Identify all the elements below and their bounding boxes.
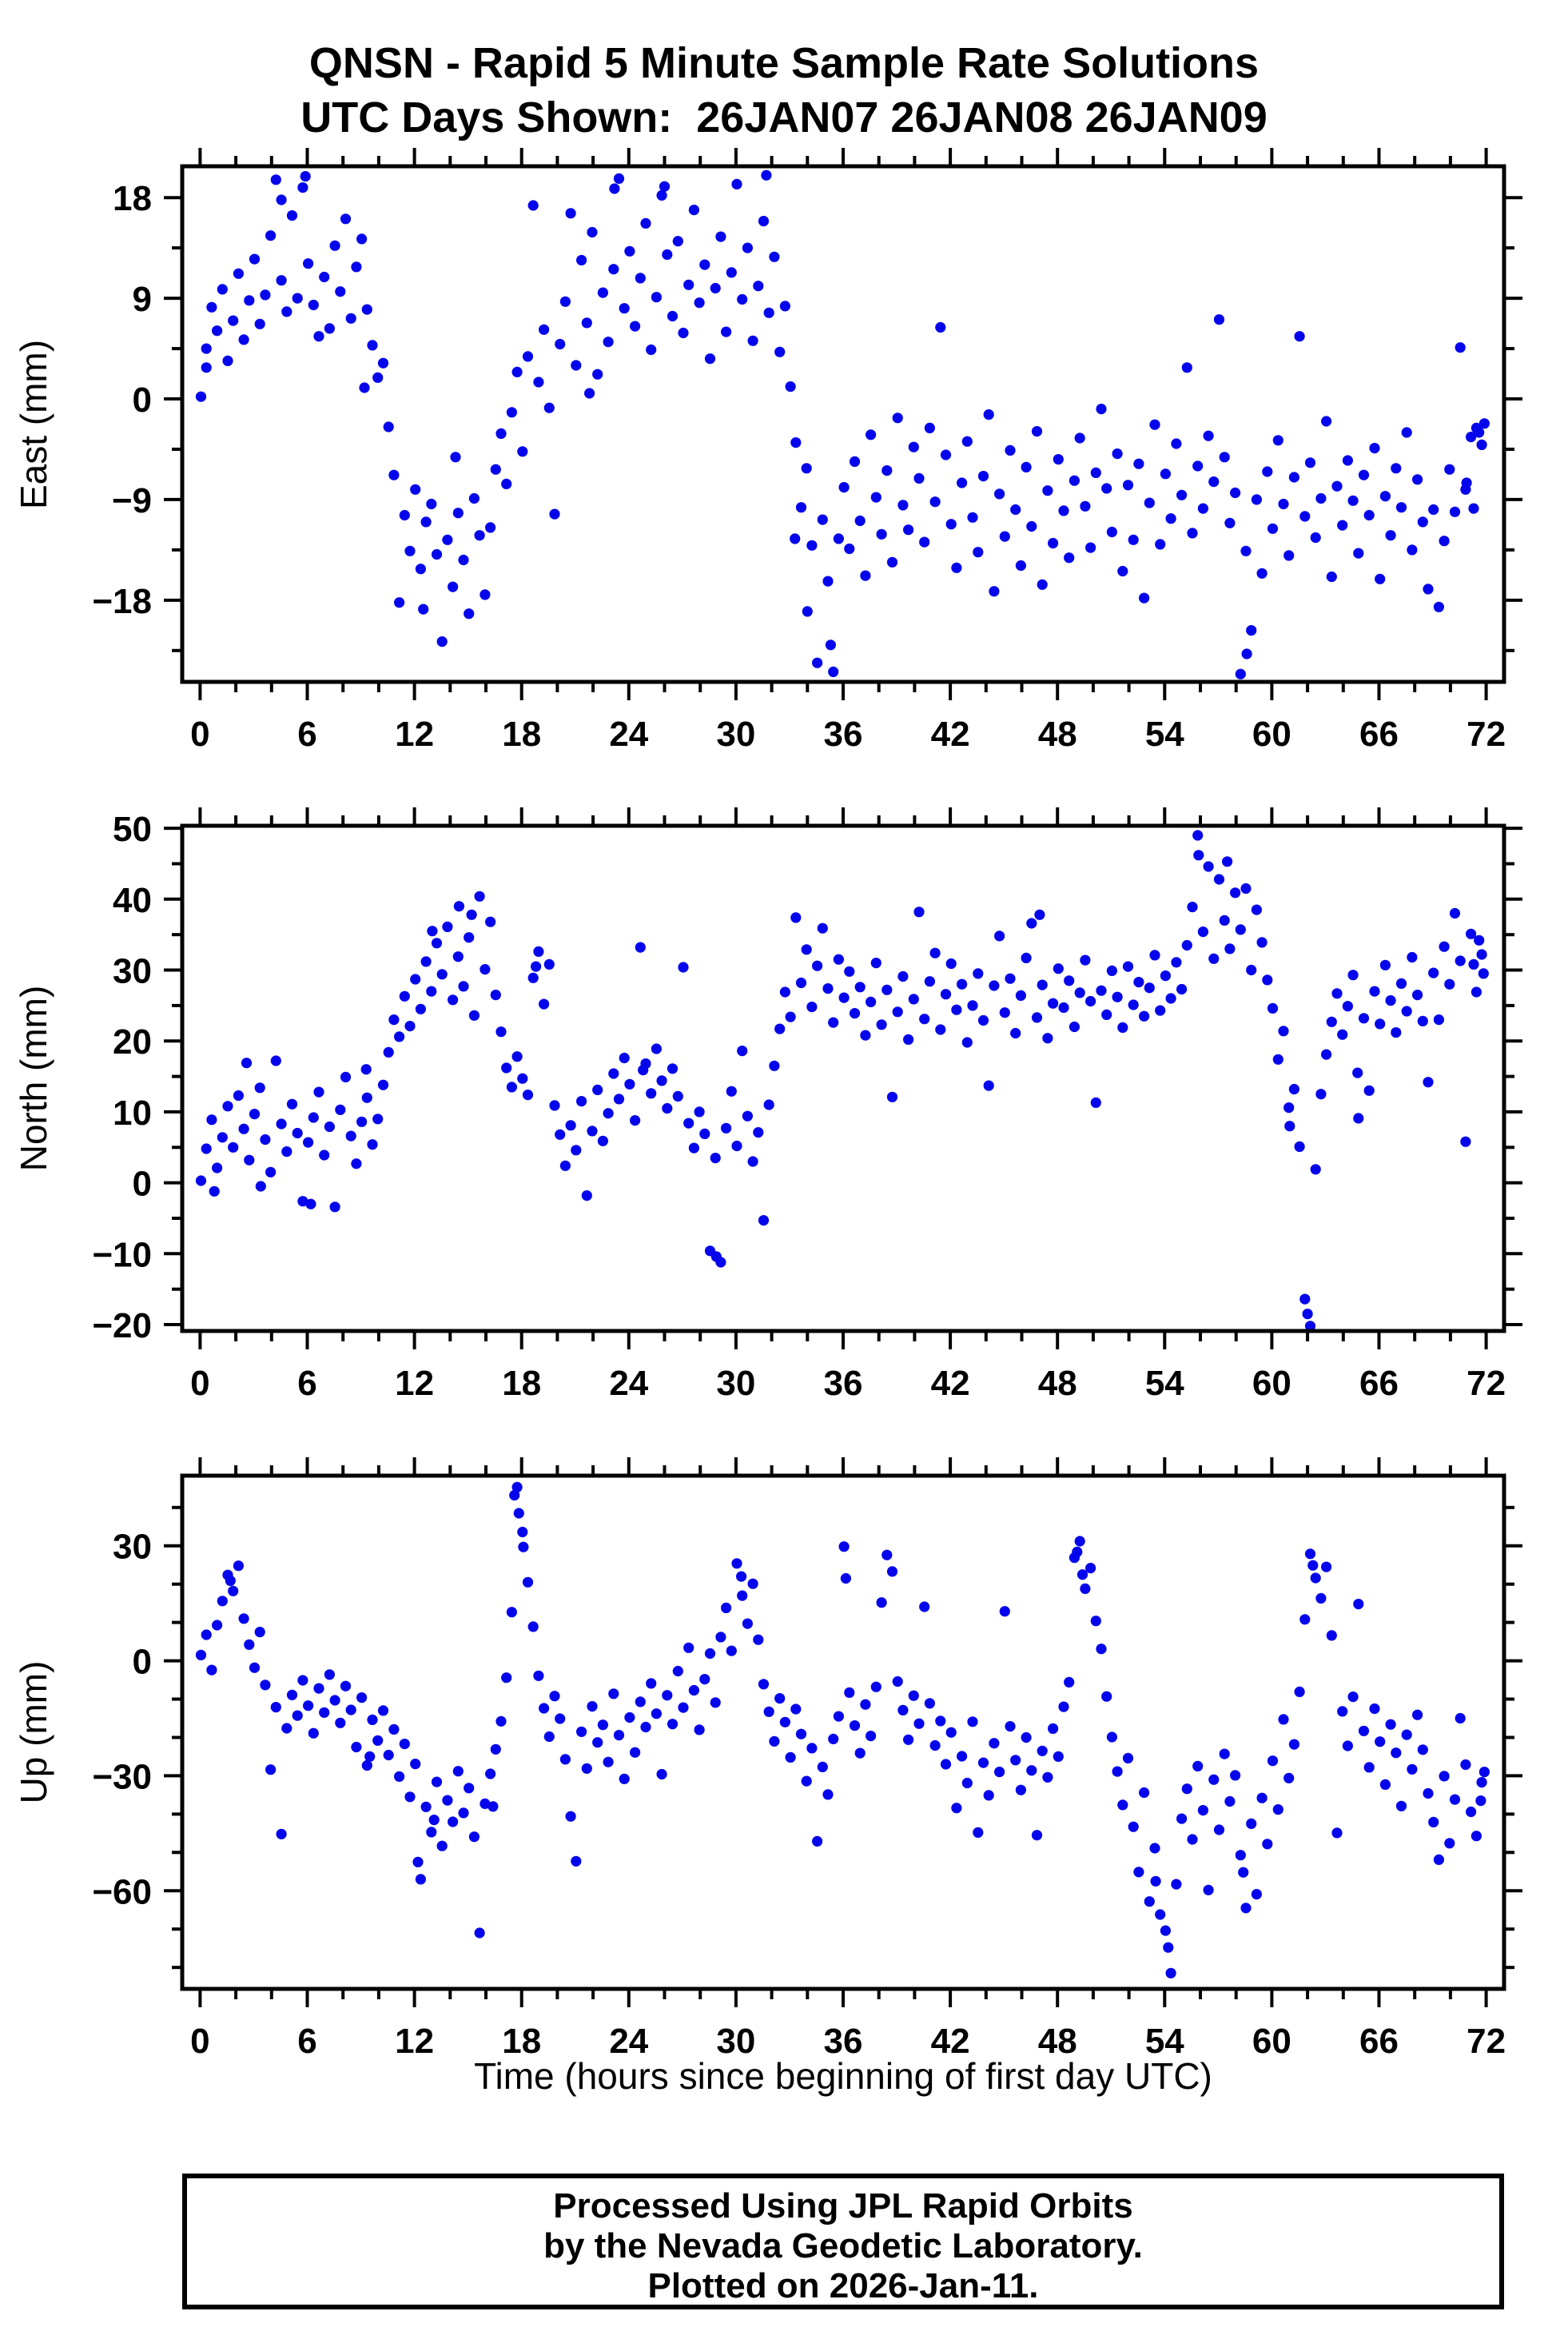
svg-text:18: 18 [113,179,152,218]
y-axis-title: Up (mm) [13,1661,54,1804]
svg-text:24: 24 [609,2022,648,2061]
svg-text:6: 6 [297,2022,316,2061]
svg-text:0: 0 [190,715,209,754]
svg-text:30: 30 [716,1364,755,1403]
figure-title: QNSN - Rapid 5 Minute Sample Rate Soluti… [308,39,1260,87]
svg-text:72: 72 [1467,1364,1506,1403]
panel-north: 0 6 12 18 24 30 36 42 48 54 60 66 72 −20 −10 0 10 20 30 40 5… [13,807,1522,1403]
footer-line-2: by the Nevada Geodetic Laboratory. [543,2226,1143,2265]
svg-text:18: 18 [502,715,541,754]
svg-text:50: 50 [113,810,152,849]
svg-text:24: 24 [609,1364,648,1403]
svg-text:72: 72 [1467,715,1506,754]
svg-text:30: 30 [716,715,755,754]
svg-text:40: 40 [113,881,152,920]
svg-text:48: 48 [1038,2022,1077,2061]
svg-text:9: 9 [133,280,152,319]
svg-text:10: 10 [113,1094,152,1133]
svg-text:12: 12 [395,2022,434,2061]
axis-ticks [164,807,1522,1349]
svg-text:0: 0 [190,1364,209,1403]
svg-text:48: 48 [1038,1364,1077,1403]
figure-subtitle: UTC Days Shown: 26JAN07 26JAN08 26JAN09 [300,94,1268,141]
svg-text:36: 36 [824,715,863,754]
svg-text:42: 42 [931,715,970,754]
svg-text:−18: −18 [92,582,152,621]
svg-text:42: 42 [931,1364,970,1403]
y-axis-title: East (mm) [13,340,54,509]
svg-text:30: 30 [716,2022,755,2061]
y-tick-labels: −18 −9 0 9 18 [92,179,152,621]
svg-text:12: 12 [395,715,434,754]
axis-ticks [164,148,1522,700]
svg-text:60: 60 [1252,715,1291,754]
svg-text:48: 48 [1038,715,1077,754]
svg-text:36: 36 [824,1364,863,1403]
plot-frame [180,823,1506,1333]
svg-text:12: 12 [395,1364,434,1403]
svg-text:6: 6 [297,1364,316,1403]
svg-text:30: 30 [113,1528,152,1567]
data-points [195,169,1490,679]
x-axis-title: Time (hours since beginning of first day… [474,2055,1212,2097]
svg-text:−9: −9 [112,481,152,520]
svg-text:36: 36 [824,2022,863,2061]
svg-text:20: 20 [113,1022,152,1062]
svg-text:66: 66 [1359,2022,1399,2061]
x-tick-labels: 0 6 12 18 24 30 36 42 48 54 60 66 72 [190,2022,1506,2061]
panel-up: 0 6 12 18 24 30 36 42 48 54 60 66 72 −60 −30 0 30 Up (mm) [13,1457,1522,2061]
svg-text:0: 0 [133,381,152,420]
svg-text:66: 66 [1359,715,1399,754]
y-tick-labels: −20 −10 0 10 20 30 40 50 [92,810,152,1345]
plot-frame [180,164,1506,684]
svg-text:42: 42 [931,2022,970,2061]
svg-text:−60: −60 [92,1872,152,1911]
x-tick-labels: 0 6 12 18 24 30 36 42 48 54 60 66 72 [190,715,1506,754]
svg-text:60: 60 [1252,2022,1291,2061]
svg-text:30: 30 [113,952,152,991]
svg-text:54: 54 [1145,715,1184,754]
svg-text:0: 0 [133,1643,152,1682]
footer-line-1: Processed Using JPL Rapid Orbits [553,2186,1133,2225]
y-axis-title: North (mm) [13,986,54,1172]
svg-text:0: 0 [190,2022,209,2061]
data-points [195,1481,1490,1978]
svg-text:18: 18 [502,2022,541,2061]
axis-ticks [164,1457,1522,2007]
panel-east: 0 6 12 18 24 30 36 42 48 54 60 66 72 −18 −9 0 9 18 East (m… [13,148,1522,754]
svg-text:54: 54 [1145,1364,1184,1403]
plot-frame [180,1473,1506,1991]
y-tick-labels: −60 −30 0 30 [92,1528,152,1912]
svg-text:54: 54 [1145,2022,1184,2061]
svg-text:−20: −20 [92,1306,152,1345]
data-points [195,830,1489,1332]
svg-text:0: 0 [133,1165,152,1204]
x-tick-labels: 0 6 12 18 24 30 36 42 48 54 60 66 72 [190,1364,1506,1403]
svg-text:−10: −10 [92,1235,152,1274]
svg-text:60: 60 [1252,1364,1291,1403]
footer-line-3: Plotted on 2026-Jan-11. [647,2266,1039,2305]
svg-text:18: 18 [502,1364,541,1403]
svg-text:72: 72 [1467,2022,1506,2061]
svg-text:24: 24 [609,715,648,754]
footer-box: Processed Using JPL Rapid Orbits by the … [182,2174,1504,2309]
svg-text:66: 66 [1359,1364,1399,1403]
svg-text:6: 6 [297,715,316,754]
svg-text:−30: −30 [92,1757,152,1796]
